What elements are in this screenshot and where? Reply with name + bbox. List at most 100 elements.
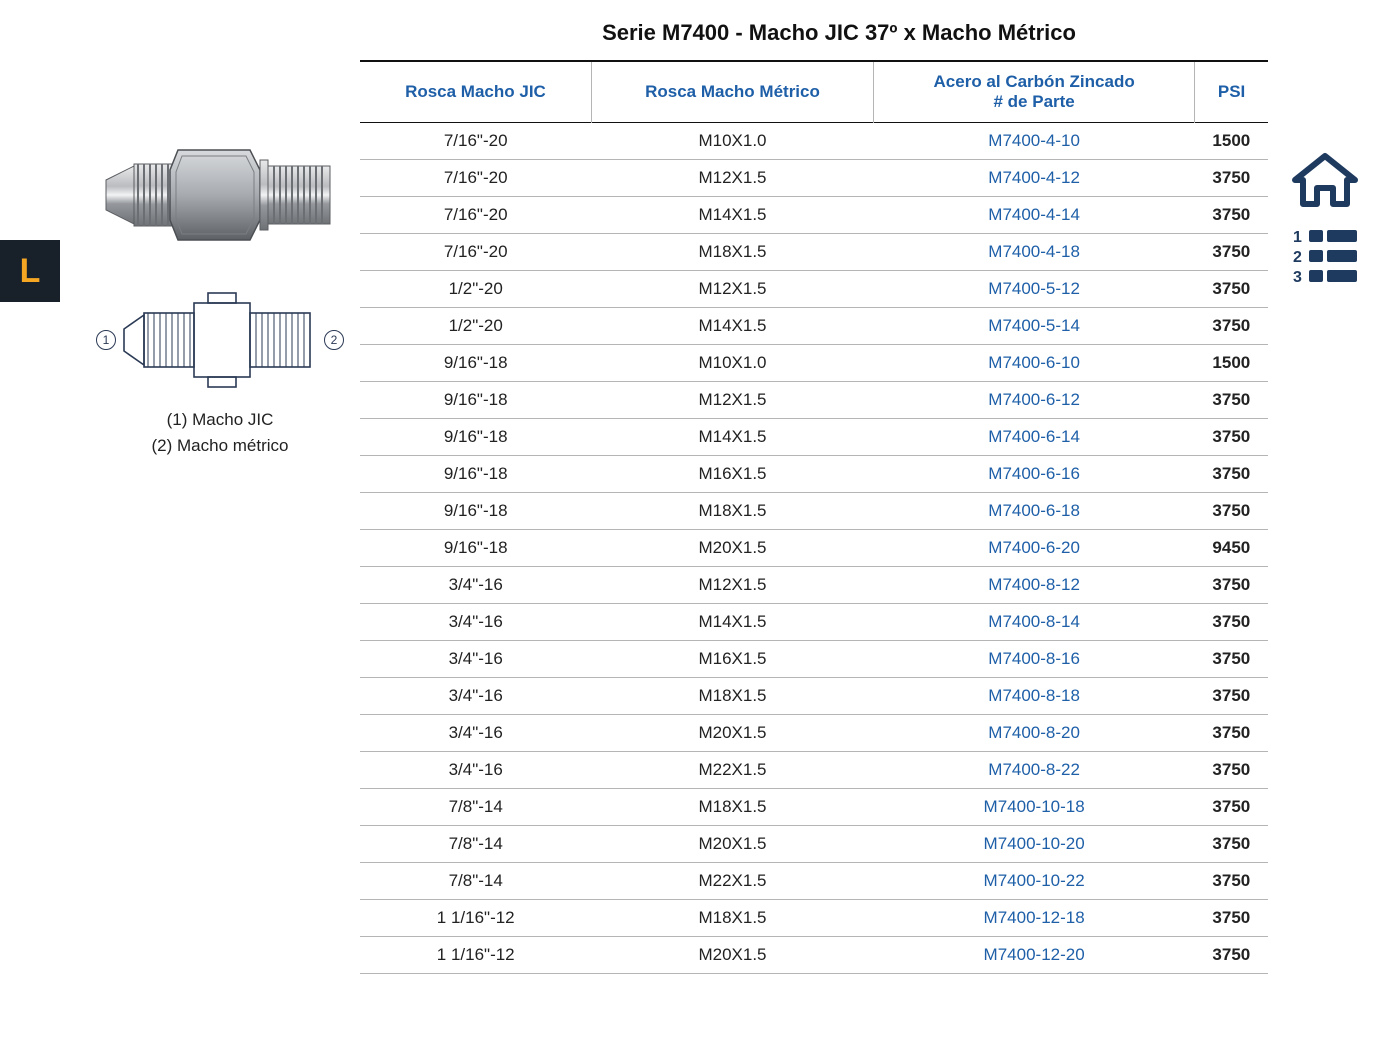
diagram-label-2: 2: [324, 330, 344, 350]
cell-jic: 9/16"-18: [360, 493, 591, 530]
cell-jic: 3/4"-16: [360, 567, 591, 604]
cell-metric: M14X1.5: [591, 308, 873, 345]
fitting-photo: [80, 130, 360, 265]
cell-jic: 7/8"-14: [360, 826, 591, 863]
cell-metric: M18X1.5: [591, 234, 873, 271]
cell-part: M7400-4-14: [874, 197, 1195, 234]
cell-metric: M10X1.0: [591, 123, 873, 160]
col-header-part: Acero al Carbón Zincado # de Parte: [874, 61, 1195, 123]
cell-psi: 3750: [1195, 937, 1268, 974]
col-header-psi: PSI: [1195, 61, 1268, 123]
table-row: 3/4"-16M12X1.5M7400-8-123750: [360, 567, 1268, 604]
table-row: 1 1/16"-12M20X1.5M7400-12-203750: [360, 937, 1268, 974]
nav-icons: 1 2 3: [1280, 150, 1370, 282]
home-icon[interactable]: [1289, 150, 1361, 210]
cell-psi: 3750: [1195, 715, 1268, 752]
left-column: 1: [0, 20, 360, 458]
table-row: 3/4"-16M18X1.5M7400-8-183750: [360, 678, 1268, 715]
table-row: 9/16"-18M20X1.5M7400-6-209450: [360, 530, 1268, 567]
cell-psi: 3750: [1195, 900, 1268, 937]
table-row: 1/2"-20M14X1.5M7400-5-143750: [360, 308, 1268, 345]
cell-metric: M22X1.5: [591, 752, 873, 789]
cell-jic: 9/16"-18: [360, 382, 591, 419]
svg-text:2: 2: [1293, 249, 1302, 266]
cell-part: M7400-4-18: [874, 234, 1195, 271]
table-row: 3/4"-16M16X1.5M7400-8-163750: [360, 641, 1268, 678]
cell-part: M7400-4-12: [874, 160, 1195, 197]
cell-part: M7400-8-22: [874, 752, 1195, 789]
cell-jic: 7/16"-20: [360, 234, 591, 271]
main-column: Serie M7400 - Macho JIC 37º x Macho Métr…: [360, 20, 1388, 974]
cell-jic: 7/8"-14: [360, 863, 591, 900]
cell-psi: 3750: [1195, 493, 1268, 530]
cell-psi: 3750: [1195, 752, 1268, 789]
cell-part: M7400-8-20: [874, 715, 1195, 752]
cell-metric: M12X1.5: [591, 271, 873, 308]
table-row: 3/4"-16M14X1.5M7400-8-143750: [360, 604, 1268, 641]
col-header-part-line2: # de Parte: [882, 92, 1186, 112]
cell-psi: 3750: [1195, 419, 1268, 456]
table-row: 9/16"-18M18X1.5M7400-6-183750: [360, 493, 1268, 530]
table-row: 9/16"-18M16X1.5M7400-6-163750: [360, 456, 1268, 493]
cell-metric: M20X1.5: [591, 826, 873, 863]
table-row: 9/16"-18M10X1.0M7400-6-101500: [360, 345, 1268, 382]
cell-jic: 3/4"-16: [360, 604, 591, 641]
cell-part: M7400-5-12: [874, 271, 1195, 308]
cell-psi: 3750: [1195, 160, 1268, 197]
cell-metric: M12X1.5: [591, 160, 873, 197]
cell-psi: 3750: [1195, 382, 1268, 419]
page-title: Serie M7400 - Macho JIC 37º x Macho Métr…: [410, 20, 1268, 46]
cell-psi: 3750: [1195, 789, 1268, 826]
cell-part: M7400-6-16: [874, 456, 1195, 493]
table-row: 3/4"-16M20X1.5M7400-8-203750: [360, 715, 1268, 752]
section-tab: L: [0, 240, 60, 302]
table-row: 1 1/16"-12M18X1.5M7400-12-183750: [360, 900, 1268, 937]
cell-part: M7400-5-14: [874, 308, 1195, 345]
cell-part: M7400-6-18: [874, 493, 1195, 530]
cell-psi: 3750: [1195, 197, 1268, 234]
cell-part: M7400-12-18: [874, 900, 1195, 937]
cell-metric: M10X1.0: [591, 345, 873, 382]
cell-part: M7400-6-10: [874, 345, 1195, 382]
svg-text:1: 1: [1293, 229, 1302, 246]
cell-part: M7400-4-10: [874, 123, 1195, 160]
cell-psi: 3750: [1195, 678, 1268, 715]
cell-psi: 3750: [1195, 604, 1268, 641]
cell-psi: 3750: [1195, 234, 1268, 271]
cell-psi: 3750: [1195, 456, 1268, 493]
cell-psi: 1500: [1195, 123, 1268, 160]
cell-metric: M18X1.5: [591, 493, 873, 530]
cell-psi: 3750: [1195, 308, 1268, 345]
index-icon[interactable]: 1 2 3: [1289, 228, 1361, 282]
cell-metric: M14X1.5: [591, 419, 873, 456]
table-row: 9/16"-18M14X1.5M7400-6-143750: [360, 419, 1268, 456]
cell-jic: 1 1/16"-12: [360, 937, 591, 974]
cell-metric: M16X1.5: [591, 641, 873, 678]
cell-metric: M16X1.5: [591, 456, 873, 493]
cell-part: M7400-6-14: [874, 419, 1195, 456]
table-row: 7/8"-14M22X1.5M7400-10-223750: [360, 863, 1268, 900]
cell-psi: 3750: [1195, 271, 1268, 308]
cell-jic: 3/4"-16: [360, 715, 591, 752]
col-header-metric: Rosca Macho Métrico: [591, 61, 873, 123]
table-row: 7/16"-20M18X1.5M7400-4-183750: [360, 234, 1268, 271]
cell-metric: M20X1.5: [591, 530, 873, 567]
cell-part: M7400-10-18: [874, 789, 1195, 826]
cell-part: M7400-8-14: [874, 604, 1195, 641]
table-header-row: Rosca Macho JIC Rosca Macho Métrico Acer…: [360, 61, 1268, 123]
table-row: 7/8"-14M20X1.5M7400-10-203750: [360, 826, 1268, 863]
spec-table: Rosca Macho JIC Rosca Macho Métrico Acer…: [360, 60, 1268, 974]
cell-psi: 3750: [1195, 641, 1268, 678]
cell-metric: M18X1.5: [591, 900, 873, 937]
cell-jic: 3/4"-16: [360, 641, 591, 678]
cell-metric: M12X1.5: [591, 567, 873, 604]
col-header-part-line1: Acero al Carbón Zincado: [934, 72, 1135, 91]
diagram-legend: (1) Macho JIC (2) Macho métrico: [80, 407, 360, 458]
cell-psi: 3750: [1195, 826, 1268, 863]
table-row: 7/16"-20M12X1.5M7400-4-123750: [360, 160, 1268, 197]
table-row: 7/16"-20M14X1.5M7400-4-143750: [360, 197, 1268, 234]
cell-jic: 7/16"-20: [360, 197, 591, 234]
cell-metric: M18X1.5: [591, 789, 873, 826]
cell-metric: M18X1.5: [591, 678, 873, 715]
cell-part: M7400-6-20: [874, 530, 1195, 567]
